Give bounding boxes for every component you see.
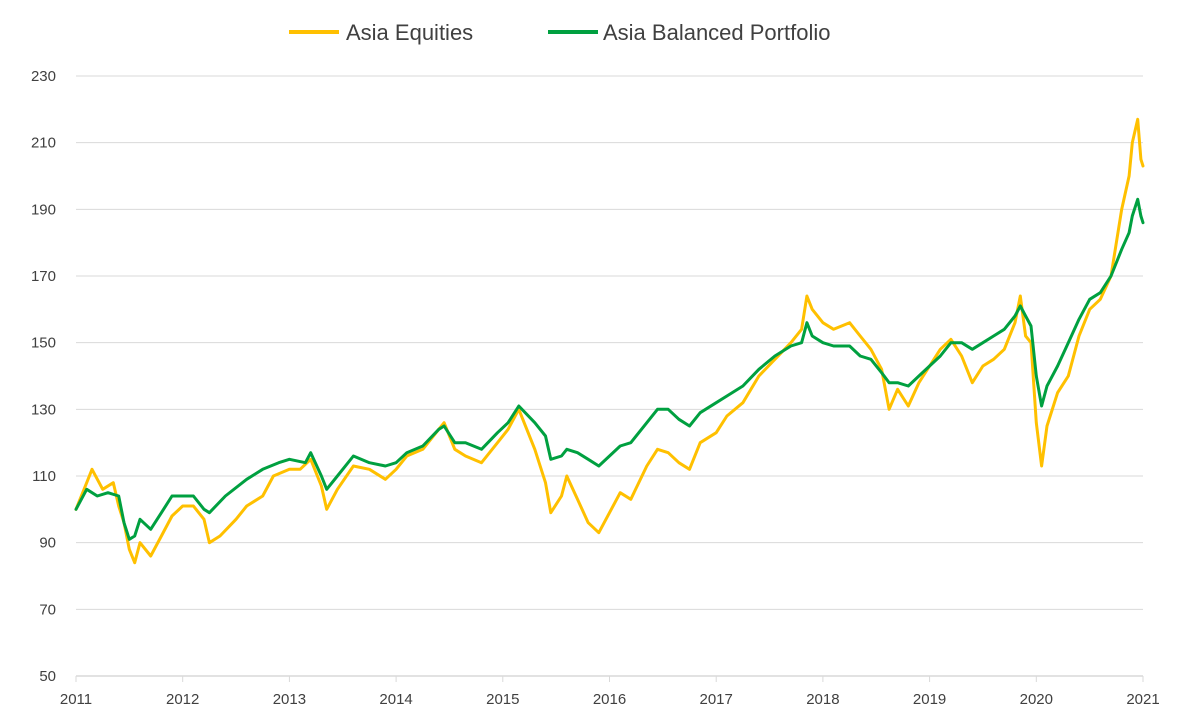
y-tick-label: 110 (32, 468, 56, 485)
x-tick-label: 2014 (379, 691, 412, 708)
x-tick-label: 2019 (913, 691, 946, 708)
y-tick-label: 230 (31, 68, 56, 85)
x-axis: 2011 2012 2013 2014 2015 2016 2017 2018 2019 2020… (60, 676, 1160, 708)
y-tick-label: 130 (31, 401, 56, 418)
x-tick-label: 2015 (486, 691, 519, 708)
x-tick-label: 2021 (1126, 691, 1159, 708)
x-tick-label: 2012 (166, 691, 199, 708)
chart-legend: Asia Equities Asia Balanced Portfolio (289, 20, 830, 45)
x-tick-label: 2020 (1020, 691, 1053, 708)
plot-area (74, 117, 1145, 565)
y-tick-label: 90 (39, 535, 56, 552)
x-tick-label: 2018 (806, 691, 839, 708)
legend-label-asia-equities: Asia Equities (346, 20, 473, 45)
x-tick-label: 2017 (700, 691, 733, 708)
x-tick-label: 2013 (273, 691, 306, 708)
y-tick-label: 170 (31, 268, 56, 285)
legend-label-asia-balanced-portfolio: Asia Balanced Portfolio (603, 20, 830, 45)
y-tick-label: 190 (31, 201, 56, 218)
y-tick-label: 150 (31, 335, 56, 352)
y-tick-label: 50 (39, 668, 56, 685)
y-axis: 50 70 90 110 130 150 170 190 210 230 (31, 68, 56, 685)
series-line-asia-balanced-portfolio (74, 197, 1145, 541)
y-tick-label: 210 (31, 135, 56, 152)
x-tick-label: 2011 (60, 691, 92, 708)
x-tick-label: 2016 (593, 691, 626, 708)
series-line-asia-equities (74, 117, 1145, 565)
gridlines (76, 75, 1143, 677)
y-tick-label: 70 (39, 601, 56, 618)
